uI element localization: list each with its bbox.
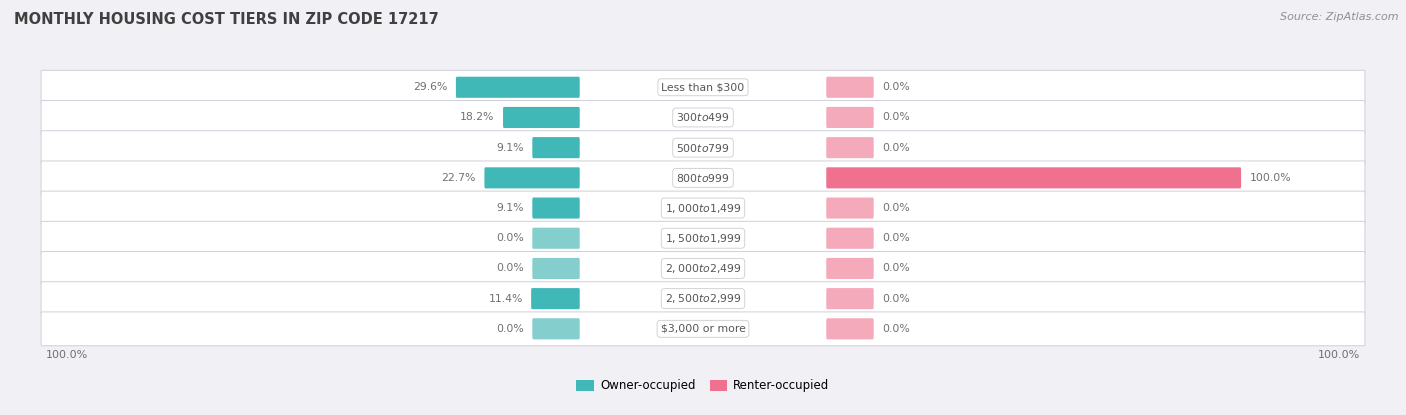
FancyBboxPatch shape <box>41 221 1365 255</box>
Text: Source: ZipAtlas.com: Source: ZipAtlas.com <box>1281 12 1399 22</box>
Text: 0.0%: 0.0% <box>496 324 524 334</box>
FancyBboxPatch shape <box>827 288 873 309</box>
Text: 0.0%: 0.0% <box>882 82 910 92</box>
FancyBboxPatch shape <box>827 77 873 98</box>
Text: 0.0%: 0.0% <box>882 264 910 273</box>
FancyBboxPatch shape <box>531 288 579 309</box>
Text: $3,000 or more: $3,000 or more <box>661 324 745 334</box>
Text: 0.0%: 0.0% <box>496 233 524 243</box>
Text: 18.2%: 18.2% <box>460 112 495 122</box>
Text: 0.0%: 0.0% <box>496 264 524 273</box>
Text: 100.0%: 100.0% <box>46 350 89 360</box>
FancyBboxPatch shape <box>456 77 579 98</box>
FancyBboxPatch shape <box>41 251 1365 286</box>
Legend: Owner-occupied, Renter-occupied: Owner-occupied, Renter-occupied <box>572 375 834 397</box>
FancyBboxPatch shape <box>41 100 1365 134</box>
FancyBboxPatch shape <box>827 198 873 219</box>
Text: 9.1%: 9.1% <box>496 203 524 213</box>
Text: $2,500 to $2,999: $2,500 to $2,999 <box>665 292 741 305</box>
Text: MONTHLY HOUSING COST TIERS IN ZIP CODE 17217: MONTHLY HOUSING COST TIERS IN ZIP CODE 1… <box>14 12 439 27</box>
Text: 0.0%: 0.0% <box>882 143 910 153</box>
FancyBboxPatch shape <box>827 167 1241 188</box>
FancyBboxPatch shape <box>41 312 1365 346</box>
Text: 9.1%: 9.1% <box>496 143 524 153</box>
FancyBboxPatch shape <box>827 137 873 158</box>
FancyBboxPatch shape <box>485 167 579 188</box>
Text: $300 to $499: $300 to $499 <box>676 112 730 124</box>
Text: 0.0%: 0.0% <box>882 233 910 243</box>
FancyBboxPatch shape <box>41 282 1365 315</box>
FancyBboxPatch shape <box>827 258 873 279</box>
Text: $500 to $799: $500 to $799 <box>676 142 730 154</box>
Text: 0.0%: 0.0% <box>882 203 910 213</box>
Text: 0.0%: 0.0% <box>882 112 910 122</box>
Text: $1,000 to $1,499: $1,000 to $1,499 <box>665 202 741 215</box>
Text: 100.0%: 100.0% <box>1317 350 1360 360</box>
Text: 100.0%: 100.0% <box>1250 173 1291 183</box>
Text: 22.7%: 22.7% <box>441 173 477 183</box>
FancyBboxPatch shape <box>533 198 579 219</box>
FancyBboxPatch shape <box>41 161 1365 195</box>
Text: $800 to $999: $800 to $999 <box>676 172 730 184</box>
FancyBboxPatch shape <box>533 228 579 249</box>
FancyBboxPatch shape <box>533 258 579 279</box>
Text: $2,000 to $2,499: $2,000 to $2,499 <box>665 262 741 275</box>
Text: 0.0%: 0.0% <box>882 324 910 334</box>
FancyBboxPatch shape <box>827 318 873 339</box>
FancyBboxPatch shape <box>533 318 579 339</box>
Text: 11.4%: 11.4% <box>488 294 523 304</box>
FancyBboxPatch shape <box>827 228 873 249</box>
Text: 29.6%: 29.6% <box>413 82 447 92</box>
FancyBboxPatch shape <box>41 191 1365 225</box>
FancyBboxPatch shape <box>41 131 1365 165</box>
Text: $1,500 to $1,999: $1,500 to $1,999 <box>665 232 741 245</box>
Text: Less than $300: Less than $300 <box>661 82 745 92</box>
FancyBboxPatch shape <box>533 137 579 158</box>
Text: 0.0%: 0.0% <box>882 294 910 304</box>
FancyBboxPatch shape <box>827 107 873 128</box>
FancyBboxPatch shape <box>41 71 1365 104</box>
FancyBboxPatch shape <box>503 107 579 128</box>
